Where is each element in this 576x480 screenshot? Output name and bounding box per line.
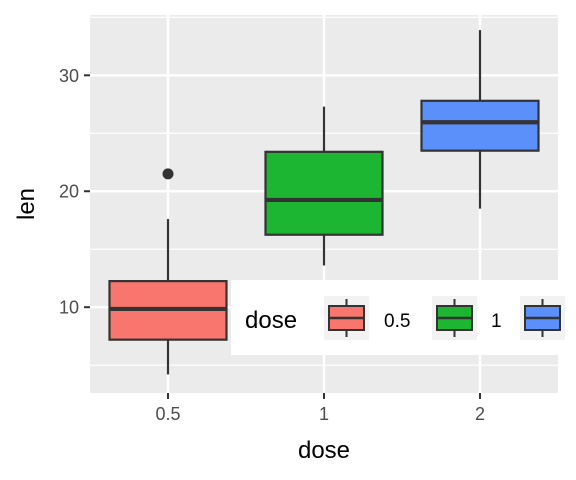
- y-tick-label: 20: [59, 182, 79, 202]
- legend-label: 1: [491, 311, 502, 332]
- x-axis: 0.5 1 2: [155, 393, 485, 424]
- legend-entry-1: 1: [432, 296, 502, 340]
- box-1: [264, 106, 384, 266]
- y-tick-label: 30: [59, 66, 79, 86]
- x-tick-label: 2: [475, 404, 485, 424]
- box-iqr: [264, 150, 384, 236]
- legend-entry-0.5: 0.5: [324, 296, 410, 340]
- legend-entry-2: [520, 296, 565, 340]
- y-axis-title: len: [13, 188, 40, 220]
- y-axis: 10 20 30: [59, 66, 90, 318]
- box-0.5: [108, 168, 228, 375]
- legend-title: dose: [245, 307, 297, 334]
- x-axis-title: dose: [298, 437, 350, 464]
- legend-background: [231, 280, 571, 355]
- legend-label: 0.5: [384, 311, 410, 332]
- x-tick-label: 0.5: [155, 404, 180, 424]
- boxes: [108, 30, 540, 375]
- box-iqr: [420, 99, 540, 152]
- legend: dose 0.5 1: [231, 280, 571, 355]
- box-2: [420, 30, 540, 209]
- x-tick-label: 1: [319, 404, 329, 424]
- outlier-point: [162, 168, 174, 180]
- y-tick-label: 10: [59, 298, 79, 318]
